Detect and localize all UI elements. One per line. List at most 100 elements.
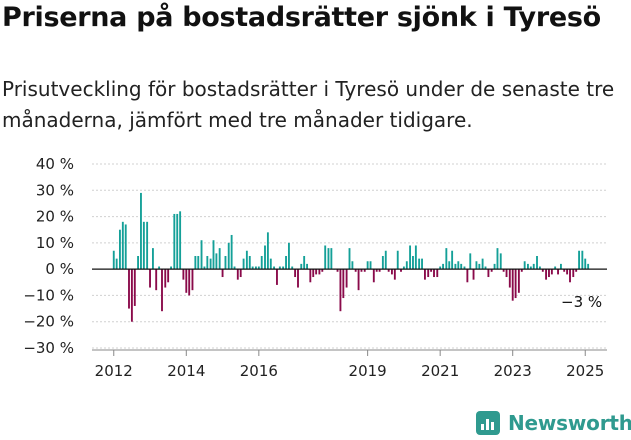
bar — [369, 261, 372, 270]
latest-value-label: −3 % — [561, 293, 602, 311]
bar — [454, 263, 457, 270]
bar — [221, 269, 224, 278]
bar — [587, 263, 590, 270]
bar — [566, 269, 569, 275]
bar — [532, 263, 535, 270]
bar — [348, 248, 351, 270]
bar-chart-logo-icon — [476, 411, 500, 435]
bar — [203, 266, 206, 270]
bar — [548, 269, 550, 278]
x-tick-label: 2019 — [349, 362, 387, 380]
bar — [384, 250, 387, 270]
bar — [517, 269, 520, 293]
bar — [575, 269, 578, 272]
y-tick-label: 20 % — [36, 208, 74, 226]
bar — [264, 245, 266, 270]
bar — [215, 253, 218, 270]
y-axis-tick-labels: 40 % 30 % 20 % 10 % 0 % −10 % −20 % −30 % — [23, 155, 74, 357]
bar — [306, 263, 309, 270]
bar — [137, 256, 139, 270]
bar — [584, 258, 587, 270]
bar — [218, 248, 221, 270]
bar — [182, 269, 185, 280]
bar — [357, 269, 360, 291]
price-change-bar-chart: 40 %30 %20 %10 %0 %−10 %−20 %−30 % 2012 2… — [23, 155, 607, 380]
bar — [472, 269, 475, 280]
y-tick-label: −10 % — [23, 286, 74, 304]
bar — [273, 266, 276, 270]
bar — [239, 269, 242, 278]
bar — [149, 269, 151, 288]
bar — [130, 269, 133, 322]
y-tick-label: 10 % — [36, 234, 74, 252]
bar — [254, 266, 257, 270]
bar — [124, 224, 127, 270]
bar — [511, 269, 514, 301]
bar — [142, 221, 145, 270]
page-subtitle: Prisutveckling för bostadsrätter i Tyres… — [2, 77, 615, 132]
x-tick-label: 2012 — [95, 362, 133, 380]
bar — [297, 269, 299, 288]
bar — [260, 256, 263, 270]
bar — [236, 269, 239, 280]
bar — [387, 269, 390, 272]
bar — [475, 261, 478, 270]
bar — [550, 269, 553, 275]
bar — [336, 269, 339, 272]
x-axis: 2012 2014 2016 2019 2021 2023 2025 — [92, 349, 607, 380]
bar — [448, 261, 451, 270]
bar — [151, 248, 154, 270]
bar — [439, 266, 442, 270]
bar — [445, 248, 448, 270]
bar — [339, 269, 342, 312]
bar — [321, 269, 324, 272]
bar — [418, 258, 421, 270]
y-tick-label: −20 % — [23, 313, 74, 331]
brand-name: Newsworthy — [508, 411, 631, 435]
bar — [324, 245, 327, 270]
bar — [197, 256, 200, 270]
bar — [327, 248, 330, 270]
bar — [554, 266, 557, 270]
bar — [224, 256, 227, 270]
bar — [536, 256, 538, 270]
bar — [390, 269, 393, 275]
bar — [345, 269, 348, 288]
bars — [112, 192, 590, 322]
bar — [569, 269, 571, 283]
bar — [167, 269, 170, 283]
bar — [230, 234, 233, 270]
bar — [291, 266, 294, 270]
bar — [245, 250, 248, 270]
bar — [233, 266, 236, 270]
bar — [529, 266, 532, 270]
bar — [572, 269, 575, 278]
bar — [481, 258, 484, 270]
bar — [146, 221, 149, 270]
bar — [128, 269, 130, 309]
bar — [285, 256, 287, 270]
bar — [251, 266, 254, 270]
bar — [209, 258, 212, 270]
bar — [560, 263, 562, 270]
bar — [487, 269, 490, 278]
bar — [300, 263, 303, 270]
bar — [505, 269, 508, 278]
page-title: Priserna på bostadsrätter sjönk i Tyresö — [2, 2, 601, 33]
bar — [414, 245, 417, 270]
bar — [538, 266, 541, 270]
bar — [354, 269, 357, 272]
bar — [402, 266, 405, 270]
bar — [451, 250, 454, 270]
bar — [421, 258, 423, 270]
bar — [191, 269, 194, 291]
bar — [257, 266, 260, 270]
bar — [372, 269, 375, 283]
bar — [484, 266, 487, 270]
bar — [115, 258, 118, 270]
x-tick-label: 2016 — [240, 362, 278, 380]
bar — [466, 269, 469, 283]
bar — [469, 253, 472, 270]
bar — [490, 269, 493, 272]
x-tick-label: 2021 — [421, 362, 459, 380]
